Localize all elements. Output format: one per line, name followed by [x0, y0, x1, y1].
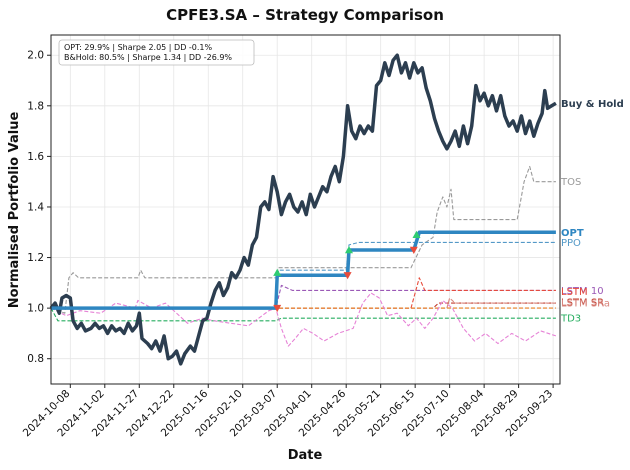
sell-marker: [409, 246, 418, 254]
series-line-lstm-sra: [51, 297, 556, 309]
chart-title: CPFE3.SA – Strategy Comparison: [166, 6, 444, 24]
series-label: LSTM SR: [561, 297, 604, 308]
stats-opt: OPT: 29.9% | Sharpe 2.05 | DD -0.1%: [64, 43, 213, 52]
series-label: LSTM: [561, 287, 588, 298]
y-tick-label: 1.0: [27, 303, 44, 315]
sell-marker: [273, 304, 282, 313]
stats-box: OPT: 29.9% | Sharpe 2.05 | DD -0.1% B&Ho…: [58, 39, 255, 66]
y-axis-title: Normalised Portfolio Value: [7, 112, 22, 309]
trade-markers: [273, 230, 421, 313]
series-line-td3: [50, 307, 556, 322]
y-tick-label: 2.0: [27, 50, 44, 62]
plot-frame: [50, 34, 561, 385]
y-axis-ticks: 0.8 1.0 1.2 1.4 1.6 1.8 2.0: [27, 50, 51, 365]
x-axis-title: Date: [288, 448, 323, 463]
series-line-unlabelled-10: [50, 292, 557, 347]
series-label: TD3: [560, 314, 581, 325]
y-tick-label: 1.8: [27, 100, 44, 112]
series-label: OPT: [561, 228, 584, 239]
series-line-lstm-10: [51, 284, 556, 309]
series-label: PPO: [561, 238, 581, 249]
series-label: TOS: [560, 177, 581, 188]
buy-marker: [345, 246, 353, 254]
stats-buy-hold: B&Hold: 80.5% | Sharpe 1.34 | DD -26.9%: [64, 53, 232, 62]
series-line-buy-hold: [49, 53, 557, 366]
buy-marker: [273, 268, 282, 276]
series-line-tos: [50, 165, 556, 314]
series-label: LSTM 10: [561, 286, 604, 297]
series-label: LSTM SRa: [561, 299, 610, 310]
y-tick-label: 1.4: [27, 201, 44, 213]
series-layer: [49, 53, 557, 366]
series-line-opt: [51, 230, 556, 310]
x-axis-ticks: 2024-10-082024-11-022024-11-272024-12-22…: [21, 384, 555, 439]
y-tick-label: 1.2: [27, 252, 44, 264]
series-label: Buy & Hold: [561, 99, 624, 110]
buy-marker: [412, 230, 421, 238]
series-line-lstm-sr: [51, 302, 556, 309]
y-tick-label: 0.8: [27, 353, 44, 365]
grid-lines: [51, 35, 560, 384]
stats-box-frame: [58, 39, 255, 66]
sell-marker: [343, 272, 352, 280]
y-tick-label: 1.6: [27, 151, 44, 163]
